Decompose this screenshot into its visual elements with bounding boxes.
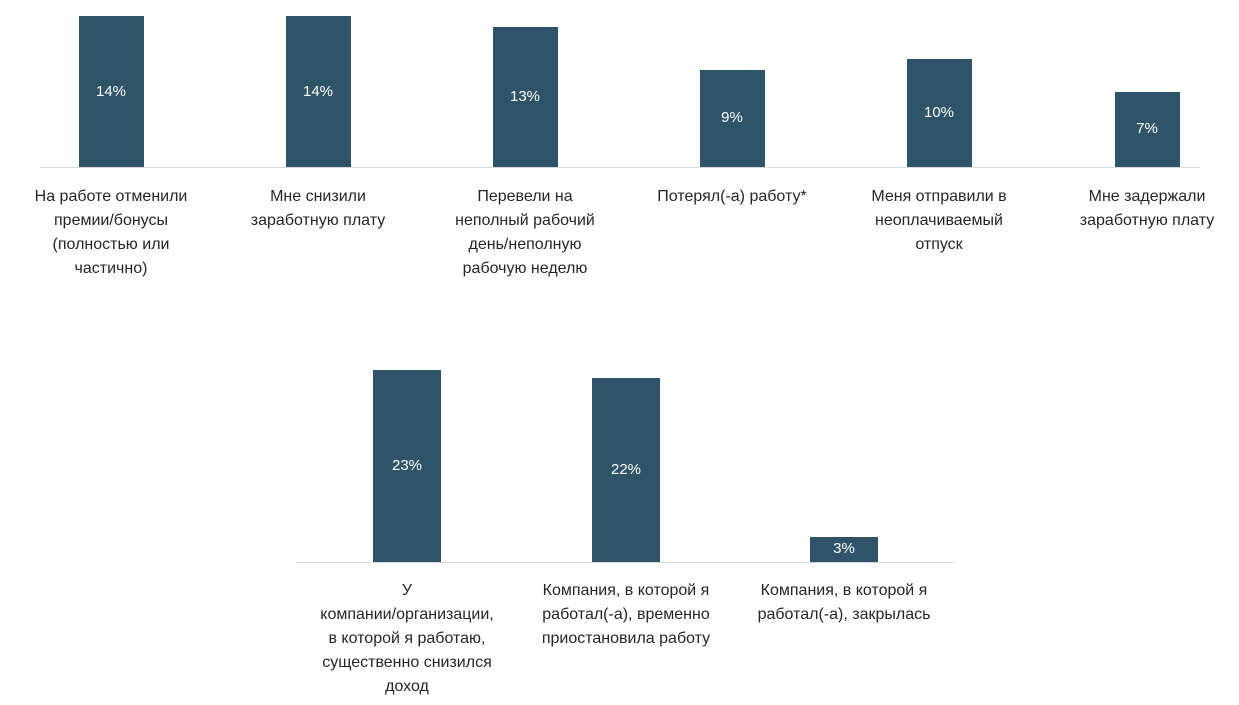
bar-bottom-2 bbox=[592, 378, 660, 562]
category-label-bottom-3: Компания, в которой я работал(-а), закры… bbox=[757, 582, 931, 623]
category-label-top-5: Меня отправили в неоплачиваемый отпуск bbox=[871, 188, 1007, 253]
data-label-top-2: 14% bbox=[302, 82, 334, 100]
chart-bottom: 23% У компании/организации, в которой я р… bbox=[0, 355, 1239, 705]
x-axis-line-top bbox=[40, 167, 1200, 168]
category-label-top-1: На работе отменили премии/бонусы (полнос… bbox=[34, 188, 188, 277]
bar-bottom-3 bbox=[810, 536, 878, 562]
bar-top-4 bbox=[699, 69, 765, 167]
bar-top-3 bbox=[492, 26, 558, 167]
bar-top-1 bbox=[78, 16, 144, 167]
bar-bottom-1 bbox=[373, 370, 441, 562]
category-label-top-2: Мне снизили заработную плату bbox=[250, 188, 386, 229]
data-label-top-4: 9% bbox=[721, 109, 743, 127]
x-axis-line-bottom bbox=[296, 562, 955, 563]
category-label-top-4: Потерял(-а) работу* bbox=[657, 188, 807, 205]
category-label-bottom-2: Компания, в которой я работал(-а), време… bbox=[541, 582, 711, 647]
category-label-bottom-1: У компании/организации, в которой я рабо… bbox=[320, 582, 494, 695]
data-label-bottom-1: 23% bbox=[391, 457, 423, 474]
data-label-top-1: 14% bbox=[95, 82, 127, 100]
data-label-top-6: 7% bbox=[1136, 120, 1158, 138]
data-label-bottom-2: 22% bbox=[610, 461, 642, 479]
data-label-top-3: 13% bbox=[509, 87, 541, 105]
bar-top-6 bbox=[1114, 91, 1180, 167]
category-label-top-3: Перевели на неполный рабочий день/неполн… bbox=[455, 188, 595, 277]
chart-top: 14% На работе отменили премии/бонусы (пол… bbox=[0, 0, 1239, 300]
data-label-bottom-3: 3% bbox=[833, 540, 855, 558]
data-label-top-5: 10% bbox=[923, 104, 955, 122]
bar-top-2 bbox=[285, 16, 351, 167]
bar-top-5 bbox=[906, 59, 972, 167]
category-label-top-6: Мне задержали заработную плату bbox=[1079, 188, 1215, 229]
